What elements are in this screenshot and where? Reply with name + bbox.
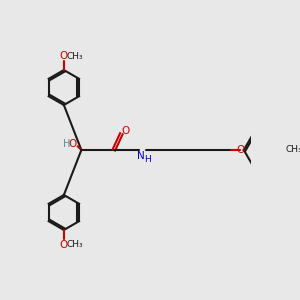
Text: CH₃: CH₃ (67, 52, 83, 61)
Text: O: O (60, 240, 68, 250)
Text: H: H (63, 139, 70, 149)
Text: N: N (137, 151, 145, 161)
Text: O: O (121, 126, 129, 136)
Text: CH₃: CH₃ (67, 241, 83, 250)
Text: O: O (60, 51, 68, 61)
Text: O: O (68, 139, 77, 149)
Text: H: H (144, 155, 151, 164)
Text: CH₃: CH₃ (286, 146, 300, 154)
Text: O: O (236, 145, 244, 155)
